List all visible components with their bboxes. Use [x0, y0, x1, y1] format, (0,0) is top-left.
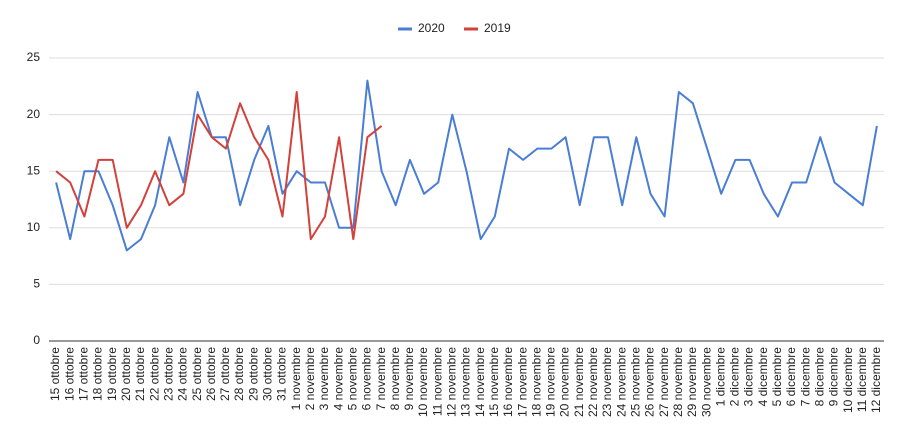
x-tick-label: 15 novembre: [487, 347, 501, 417]
x-tick-label: 12 novembre: [445, 347, 459, 417]
x-tick-label: 15 ottobre: [48, 347, 62, 401]
x-tick-label: 6 novembre: [360, 347, 374, 411]
x-tick-label: 19 ottobre: [105, 347, 119, 401]
x-tick-label: 24 ottobre: [176, 347, 190, 401]
y-tick-label: 15: [27, 163, 41, 177]
y-tick-label: 0: [33, 333, 40, 347]
x-tick-label: 16 ottobre: [62, 347, 76, 401]
x-tick-label: 1 novembre: [289, 347, 303, 411]
x-tick-label: 20 novembre: [558, 347, 572, 417]
x-tick-label: 21 novembre: [572, 347, 586, 417]
x-tick-label: 20 ottobre: [119, 347, 133, 401]
x-tick-label: 28 ottobre: [232, 347, 246, 401]
x-tick-label: 12 dicembre: [869, 347, 883, 413]
x-tick-label: 11 novembre: [430, 347, 444, 416]
x-tick-label: 23 novembre: [600, 347, 614, 417]
x-tick-label: 25 novembre: [629, 347, 643, 417]
x-tick-label: 25 ottobre: [190, 347, 204, 401]
x-tick-label: 10 dicembre: [841, 347, 855, 413]
y-tick-label: 10: [27, 220, 41, 234]
x-tick-label: 8 dicembre: [812, 347, 826, 407]
x-tick-label: 6 dicembre: [784, 347, 798, 407]
x-tick-label: 11 dicembre: [855, 347, 869, 412]
x-tick-label: 7 dicembre: [798, 347, 812, 407]
x-tick-label: 4 novembre: [331, 347, 345, 411]
x-tick-label: 22 ottobre: [147, 347, 161, 401]
x-tick-label: 18 novembre: [529, 347, 543, 417]
x-tick-label: 28 novembre: [671, 347, 685, 417]
x-tick-label: 30 ottobre: [261, 347, 275, 401]
x-tick-label: 27 ottobre: [218, 347, 232, 401]
x-tick-label: 26 ottobre: [204, 347, 218, 401]
x-tick-label: 24 novembre: [614, 347, 628, 417]
series-line: [55, 91, 383, 241]
x-tick-label: 22 novembre: [586, 347, 600, 417]
x-tick-label: 9 novembre: [402, 347, 416, 411]
x-tick-label: 3 novembre: [317, 347, 331, 411]
x-tick-label: 17 novembre: [515, 347, 529, 417]
x-tick-label: 30 novembre: [699, 347, 713, 417]
x-tick-label: 9 dicembre: [827, 347, 841, 407]
x-tick-label: 31 ottobre: [275, 347, 289, 401]
x-tick-label: 14 novembre: [473, 347, 487, 417]
x-tick-label: 23 ottobre: [161, 347, 175, 401]
x-tick-label: 4 dicembre: [756, 347, 770, 407]
x-tick-label: 8 novembre: [388, 347, 402, 411]
legend-label: 2019: [484, 21, 511, 35]
y-tick-label: 5: [33, 277, 40, 291]
y-tick-label: 20: [27, 107, 41, 121]
y-tick-label: 25: [27, 50, 41, 64]
x-tick-label: 19 novembre: [544, 347, 558, 417]
series-line: [55, 79, 878, 252]
x-tick-label: 5 dicembre: [770, 347, 784, 407]
x-tick-label: 1 dicembre: [713, 347, 727, 407]
x-tick-label: 29 ottobre: [246, 347, 260, 401]
x-tick-label: 5 novembre: [345, 347, 359, 411]
x-tick-label: 2 dicembre: [728, 347, 742, 407]
x-tick-label: 26 novembre: [643, 347, 657, 417]
legend-label: 2020: [418, 21, 445, 35]
x-tick-label: 10 novembre: [416, 347, 430, 417]
x-tick-label: 13 novembre: [459, 347, 473, 417]
x-tick-label: 3 dicembre: [742, 347, 756, 407]
x-tick-label: 18 ottobre: [91, 347, 105, 401]
x-tick-label: 17 ottobre: [77, 347, 91, 401]
x-tick-label: 27 novembre: [657, 347, 671, 417]
x-tick-label: 29 novembre: [685, 347, 699, 417]
x-tick-label: 16 novembre: [501, 347, 515, 417]
x-tick-label: 7 novembre: [374, 347, 388, 411]
x-tick-label: 21 ottobre: [133, 347, 147, 401]
x-tick-label: 2 novembre: [303, 347, 317, 411]
